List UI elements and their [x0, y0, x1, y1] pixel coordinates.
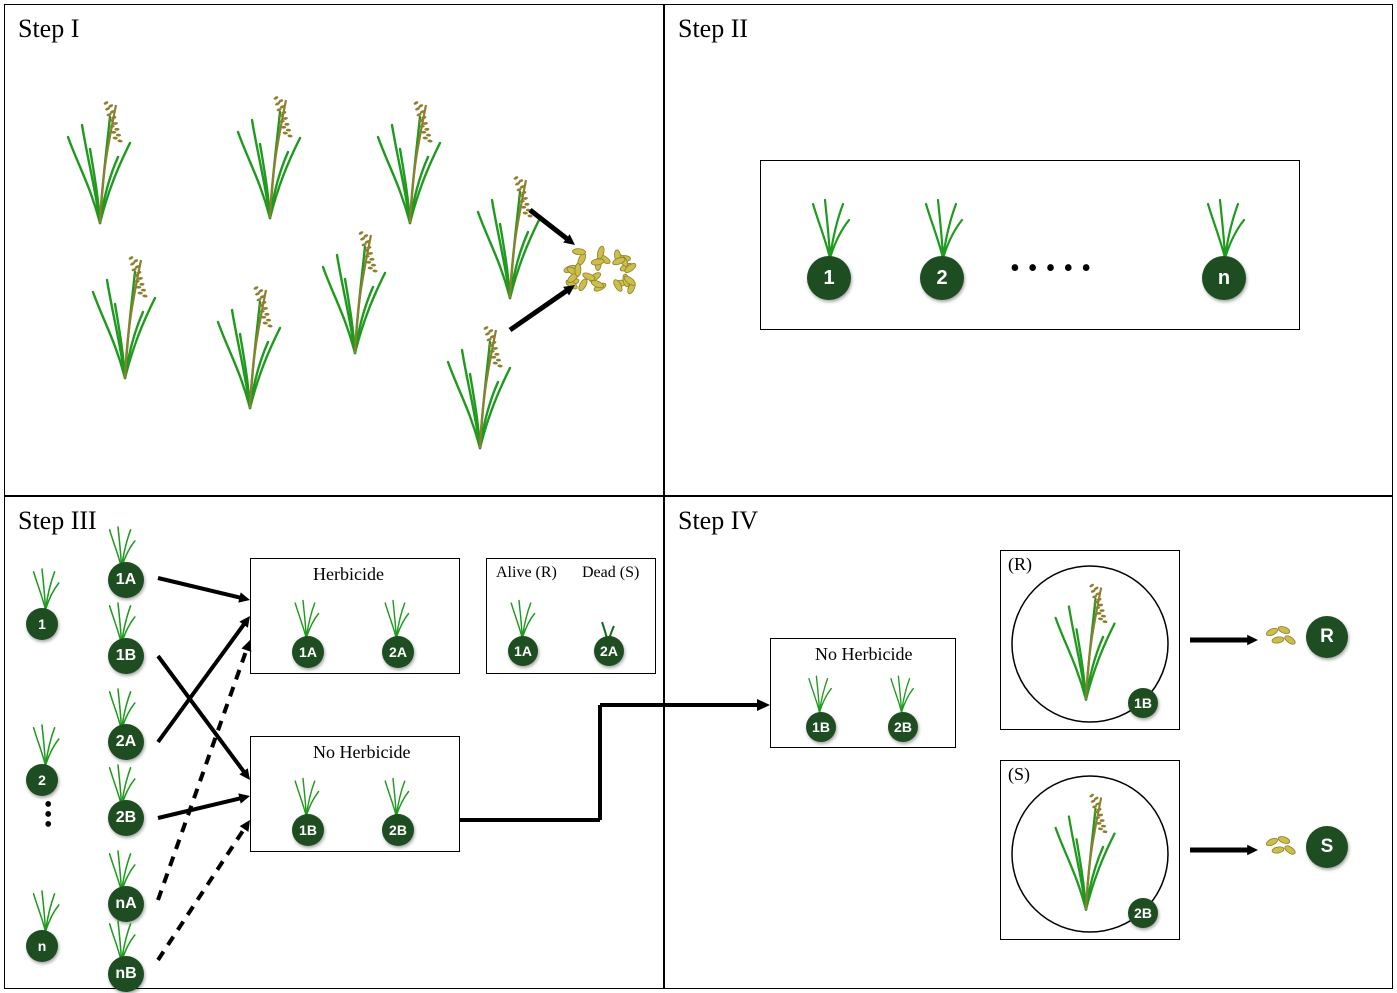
badge-2A: 2A	[594, 636, 624, 666]
badge-2B: 2B	[382, 814, 414, 846]
step3-title: Step III	[18, 506, 97, 536]
badge-2: 2	[26, 764, 58, 796]
step1-plant-6	[315, 225, 395, 355]
step4-title: Step IV	[678, 506, 758, 536]
badge-nB: nB	[108, 956, 144, 992]
badge-1B: 1B	[292, 814, 324, 846]
badge-n: n	[26, 930, 58, 962]
badge-1A: 1A	[108, 562, 144, 598]
step1-plant-2	[370, 95, 450, 225]
step3-parent-2	[28, 884, 63, 933]
badge-2B: 2B	[1128, 898, 1158, 928]
badge-2A: 2A	[382, 636, 414, 668]
no-herbicide-box-seedling-1	[380, 772, 413, 818]
no-herbicide-box-seedling-0	[290, 772, 323, 818]
isolation-plant-0	[1048, 578, 1124, 702]
badge-1A: 1A	[292, 636, 324, 668]
badge-2B: 2B	[108, 800, 144, 836]
badge-2A: 2A	[108, 724, 144, 760]
step4-nh-seedling-1	[886, 670, 917, 713]
arrow	[446, 691, 784, 834]
step2-dots: •••••	[1010, 255, 1099, 283]
badge-2B: 2B	[888, 712, 918, 742]
alive-label: Alive (R)	[496, 564, 557, 582]
badge-1B: 1B	[1128, 688, 1158, 718]
badge-1A: 1A	[508, 636, 538, 666]
result-seedling-0	[506, 594, 539, 640]
badge-R: R	[1306, 616, 1348, 658]
arrow	[1176, 626, 1272, 654]
isolation-plant-1	[1048, 788, 1124, 912]
out-seeds-1	[1262, 830, 1300, 865]
diagram-root: Step I Step II 1 2 n ••••• Step III 1 2 n ••• 1A 1B 2…	[0, 0, 1397, 993]
arrow	[144, 806, 264, 974]
badge-S: S	[1306, 826, 1348, 868]
badge-1B: 1B	[806, 712, 836, 742]
step2-seedling-0	[805, 190, 855, 260]
step1-title: Step I	[18, 14, 79, 44]
badge-1: 1	[807, 256, 851, 300]
badge-2: 2	[920, 256, 964, 300]
step3-parent-0	[28, 562, 63, 611]
herbicide-box-label: Herbicide	[313, 564, 384, 585]
out-seeds-0	[1262, 620, 1300, 655]
arrow	[496, 271, 589, 344]
step2-seedling-2	[1200, 190, 1250, 260]
badge-1: 1	[26, 608, 58, 640]
arrow	[1176, 836, 1272, 864]
step1-plant-1	[230, 90, 310, 220]
dead-label: Dead (S)	[582, 564, 639, 582]
badge-n: n	[1202, 256, 1246, 300]
step2-seedling-1	[918, 190, 968, 260]
herbicide-box-seedling-1	[380, 594, 413, 640]
step3-parent-1	[28, 718, 63, 767]
step2-title: Step II	[678, 14, 748, 44]
no-herbicide-box-label: No Herbicide	[313, 742, 410, 763]
step4-no-herbicide-label: No Herbicide	[815, 644, 912, 665]
badge-1B: 1B	[108, 638, 144, 674]
herbicide-box-seedling-0	[290, 594, 323, 640]
step1-plant-0	[60, 95, 140, 225]
step1-plant-4	[85, 250, 165, 380]
step4-nh-seedling-0	[804, 670, 835, 713]
arrow	[516, 196, 589, 259]
step1-plant-5	[210, 280, 290, 410]
step3-parent-dots: •••	[44, 800, 52, 830]
